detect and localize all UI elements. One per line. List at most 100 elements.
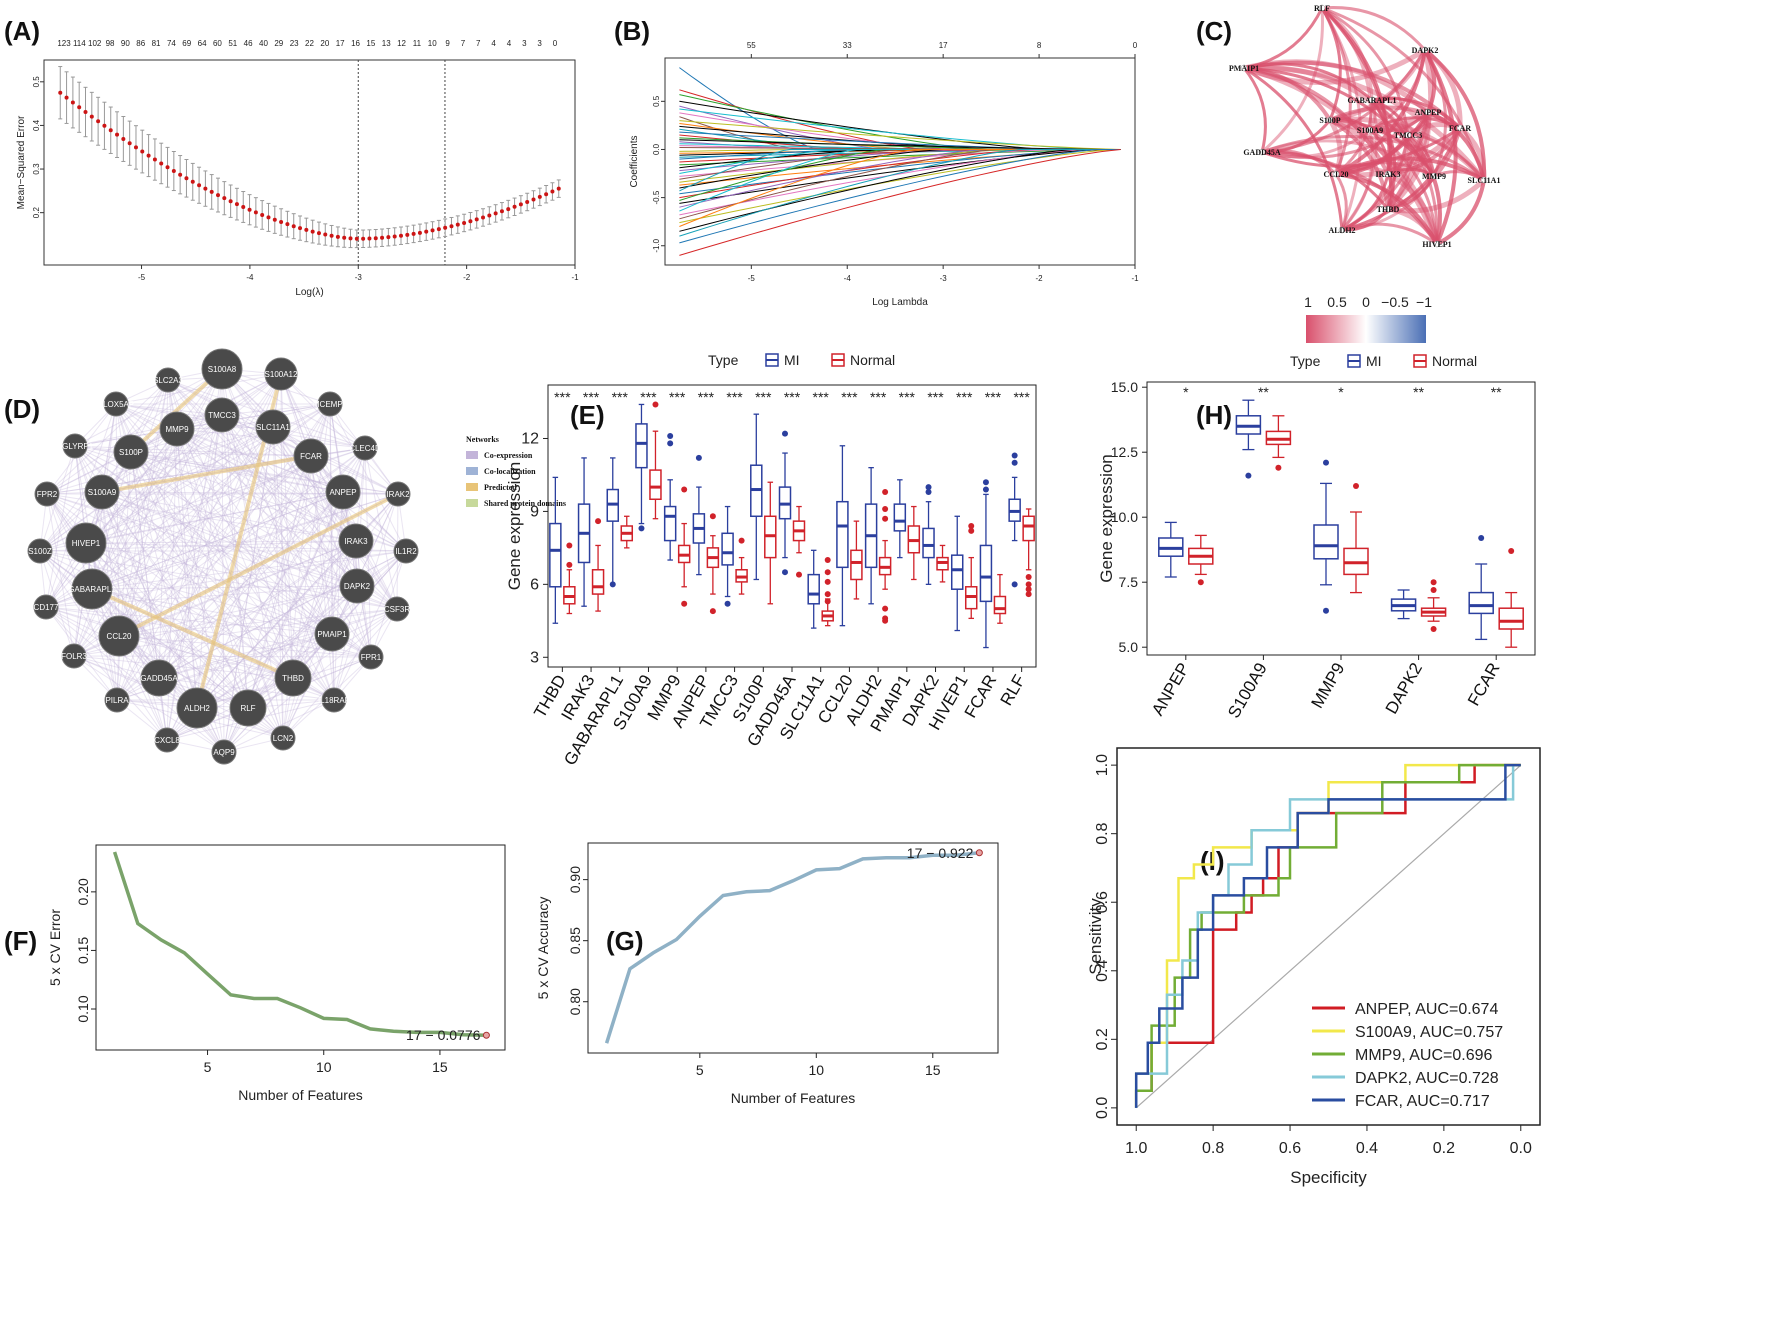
legend-item: MI — [1366, 353, 1382, 369]
outlier-point — [982, 486, 989, 493]
node-label: PMAIP1 — [1229, 64, 1259, 73]
network-edge — [73, 655, 198, 709]
network-edge — [116, 451, 132, 701]
mse-point — [386, 235, 391, 240]
correlation-edge — [1243, 65, 1486, 182]
box-iqr — [721, 532, 734, 566]
legend-item: Shared protein domains — [484, 499, 566, 508]
colorbar-tick: −0.5 — [1381, 294, 1409, 310]
coef-path — [679, 149, 1121, 192]
correlation-edge — [1387, 167, 1435, 178]
box-iqr — [1498, 607, 1524, 630]
outlier-point — [824, 569, 831, 576]
outlier-point — [925, 484, 932, 491]
outlier-point — [1025, 581, 1032, 588]
mse-point — [544, 192, 549, 197]
correlation-edge — [1242, 67, 1267, 153]
mse-point — [373, 236, 378, 241]
legend-item: Predicted — [484, 483, 517, 492]
diagonal-reference — [1135, 764, 1522, 1109]
outlier-point — [609, 581, 616, 588]
predicted-edge — [129, 367, 224, 454]
network-edge — [292, 550, 407, 679]
outlier-point — [882, 617, 889, 624]
significance-label: *** — [726, 389, 743, 405]
top-tick-label: 55 — [747, 41, 756, 50]
top-tick-label: 60 — [213, 39, 222, 48]
coef-path — [679, 100, 1121, 150]
network-edge — [46, 379, 169, 495]
gene-node-label: CCL20 — [107, 632, 132, 641]
outlier-point — [667, 440, 674, 447]
correlation-edge — [1320, 7, 1363, 231]
top-tick-label: 74 — [167, 39, 176, 48]
box-iqr — [993, 595, 1007, 615]
gene-node-label: PMAIP1 — [317, 630, 347, 639]
mse-point — [291, 224, 296, 229]
network-edge — [45, 445, 76, 608]
gene-node-label: ANPEP — [329, 488, 356, 497]
network-edge — [221, 414, 344, 493]
x-tick-label: MMP9 — [1307, 660, 1348, 712]
outlier-point — [824, 591, 831, 598]
mse-point — [417, 230, 422, 235]
gene-node-related — [154, 727, 180, 753]
network-edge — [46, 493, 120, 637]
mse-point — [121, 136, 126, 141]
y-tick-label: 0.20 — [75, 878, 91, 905]
y-tick-label: 3 — [530, 649, 539, 666]
top-tick-label: 33 — [843, 41, 852, 50]
outlier-point — [968, 523, 975, 529]
gene-node-query — [314, 616, 350, 652]
outlier-point — [1011, 452, 1018, 459]
y-axis-label: Gene expression — [1097, 454, 1116, 583]
network-edge — [85, 540, 357, 544]
network-edge — [223, 699, 335, 753]
network-edge — [282, 493, 399, 739]
rfe-line — [112, 851, 487, 1037]
network-edge — [85, 426, 274, 544]
outlier-point — [1011, 581, 1018, 588]
outlier-point — [1508, 548, 1515, 554]
mse-point — [506, 207, 511, 212]
box-iqr — [836, 500, 849, 569]
x-tick-label: 0.6 — [1279, 1140, 1301, 1157]
mse-point — [171, 169, 176, 174]
mse-point — [64, 95, 69, 100]
correlation-edge — [1243, 47, 1427, 86]
gene-node-related — [103, 391, 129, 417]
network-edge — [221, 368, 357, 542]
network-node — [1480, 176, 1488, 184]
network-edge — [115, 403, 344, 493]
mse-point — [203, 186, 208, 191]
gene-node-label: S100A8 — [208, 365, 237, 374]
network-edge — [158, 540, 357, 679]
node-label: ALDH2 — [1328, 226, 1355, 235]
network-node — [1384, 205, 1392, 213]
top-tick-label: 102 — [88, 39, 102, 48]
network-edge — [46, 493, 398, 610]
network-edge — [223, 426, 274, 753]
network-edge — [74, 368, 223, 447]
mse-point — [348, 236, 353, 241]
gene-node-query — [255, 409, 291, 445]
box-iqr — [635, 423, 648, 469]
network-edge — [221, 368, 366, 449]
panel-label-a: (A) — [4, 16, 40, 46]
node-label: HIVEP1 — [1422, 240, 1451, 249]
network-edge — [221, 414, 372, 658]
mse-point — [361, 236, 366, 241]
mse-point — [310, 229, 315, 234]
network-node — [1338, 226, 1346, 234]
top-tick-label: 23 — [290, 39, 299, 48]
network-edge — [130, 451, 294, 679]
legend-item: Normal — [1432, 353, 1477, 369]
network-edge — [176, 403, 331, 430]
x-tick-label: 15 — [925, 1062, 941, 1078]
x-tick-label: -2 — [463, 273, 471, 282]
network-edge — [91, 588, 249, 709]
correlation-edge — [1334, 173, 1348, 231]
y-tick-label: 9 — [530, 503, 539, 520]
network-edge — [158, 677, 335, 701]
network-edge — [101, 491, 358, 587]
